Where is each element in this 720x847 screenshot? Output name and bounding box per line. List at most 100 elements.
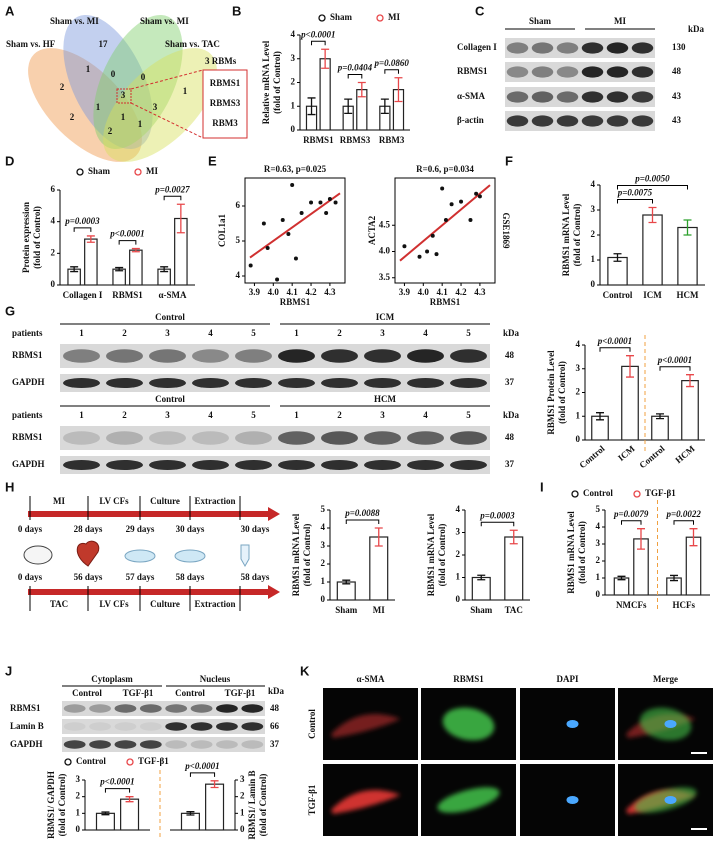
y-axis-label: (fold of Control) [302, 524, 312, 587]
blot-band [235, 377, 272, 389]
blot-band [407, 377, 444, 389]
p-value: p<0.0001 [597, 336, 632, 346]
blot-band [364, 459, 401, 471]
point [324, 211, 329, 215]
blot-band [216, 704, 238, 713]
row-label: α-SMA [457, 91, 486, 101]
legend-marker [126, 758, 134, 766]
blot-band [114, 740, 137, 749]
y-tick-label: 2 [291, 77, 296, 87]
x-tick-label: 4.3 [474, 287, 486, 297]
p-value: p<0.0001 [109, 229, 144, 239]
blot-band [63, 459, 100, 471]
kda: 43 [672, 115, 682, 125]
y-tick-label: 1 [240, 807, 245, 817]
x-tick-label: ICM [643, 290, 662, 300]
leader [130, 69, 204, 90]
error-bar [648, 206, 657, 224]
error-bar [307, 97, 316, 116]
blot-band [606, 66, 629, 78]
venn-count: 1 [138, 119, 143, 129]
dish-icon [124, 549, 156, 563]
venn-count: 1 [121, 112, 126, 122]
error-bar [176, 203, 185, 234]
x-tick-label: Sham [335, 605, 358, 615]
blot-band [89, 722, 111, 731]
y-tick-label: 3 [291, 53, 296, 63]
timeline-step: Culture [150, 496, 180, 506]
blot-band [89, 740, 111, 749]
venn-count: 3 [153, 102, 158, 112]
x-tick-label: HCM [673, 443, 697, 465]
legend-marker [376, 14, 384, 22]
blot-band [631, 42, 654, 54]
timeline-arrowhead [268, 507, 280, 521]
y-axis-label: Protein expression [21, 202, 31, 273]
blot-background [62, 701, 265, 716]
condition-label: TGF-β1 [225, 688, 256, 698]
y-tick-label: 5 [321, 504, 326, 514]
x-tick-label: RBMS1 [112, 290, 143, 300]
condition-label: Control [175, 688, 205, 698]
kda-unit: kDa [503, 328, 520, 338]
stain-label: RBMS1 [453, 674, 484, 684]
y-tick-label: 0 [576, 434, 581, 444]
y-tick-label: 2 [456, 549, 461, 559]
legend-marker [571, 490, 579, 498]
significance-bracket [617, 185, 688, 190]
venn-set-label: Sham vs. MI [140, 16, 189, 26]
venn-set-label: Sham vs. MI [50, 16, 99, 26]
group-label: ICM [376, 312, 395, 322]
x-tick-label: NMCFs [616, 600, 647, 610]
error-bar [617, 575, 626, 581]
x-tick-label: 3.9 [249, 287, 261, 297]
row-label: GAPDH [12, 459, 45, 469]
blot-band [106, 459, 143, 471]
p-value: p<0.0001 [184, 761, 219, 771]
error-bar [86, 235, 95, 243]
error-bar [394, 77, 403, 103]
p-value: p=0.0027 [154, 184, 190, 194]
bar [613, 577, 630, 596]
p-value: p=0.0075 [617, 188, 653, 198]
row-label: RBMS1 [10, 703, 41, 713]
blot-band [606, 115, 629, 127]
blot-band [407, 349, 444, 363]
timeline-arrow [28, 511, 268, 517]
blot-band [139, 704, 162, 713]
y-tick-label: 4.0 [379, 246, 391, 256]
lane-number: 2 [337, 410, 342, 420]
gene-box [202, 69, 248, 139]
condition-label: Control [72, 688, 102, 698]
tube-icon [240, 544, 250, 568]
blot-band [165, 722, 188, 731]
x-tick-label: Collagen I [63, 290, 103, 300]
patients-label: patients [12, 410, 43, 420]
legend-label: Sham [330, 12, 353, 22]
point [443, 218, 448, 222]
x-tick-label: TAC [505, 605, 523, 615]
blot-band [531, 115, 554, 127]
y-tick-label: 0 [51, 279, 56, 289]
blot-band [192, 431, 229, 445]
blot-band [165, 704, 188, 713]
venn-count: 1 [183, 86, 188, 96]
point [261, 221, 266, 226]
error-bar [160, 266, 169, 273]
p-value: p<0.0001 [657, 355, 692, 365]
leader [130, 102, 204, 139]
point [275, 277, 280, 282]
y-axis-label: COL1a1 [217, 214, 227, 248]
x-tick-label: ICM [616, 443, 637, 463]
x-tick-label: 4.3 [324, 287, 336, 297]
y-tick-label: 3 [576, 363, 581, 373]
blot-band [631, 91, 654, 103]
gene: RBM3 [212, 118, 238, 128]
blot-band [63, 377, 100, 389]
point [417, 254, 422, 259]
blot-band [192, 377, 229, 389]
blot-band [216, 722, 238, 731]
y-axis-label: RBMS1 Protein Level [546, 350, 556, 435]
error-bar [125, 796, 134, 803]
kda: 66 [270, 721, 280, 731]
